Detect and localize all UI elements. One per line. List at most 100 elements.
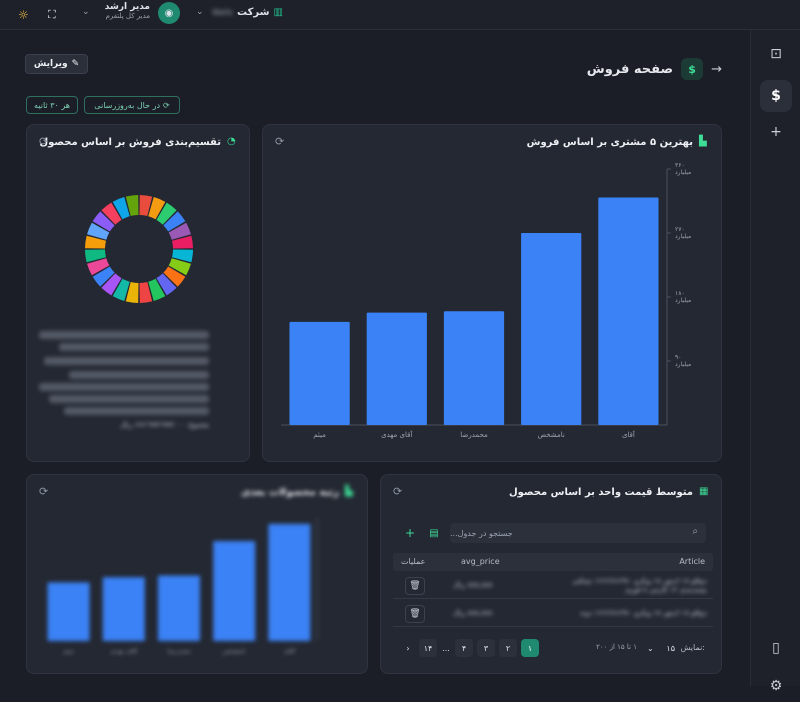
edit-label: ویرایش — [33, 59, 68, 69]
donut-slice[interactable] — [148, 197, 166, 220]
bar[interactable] — [366, 312, 427, 425]
donut-slice[interactable] — [148, 278, 166, 301]
company-chevron[interactable]: ⌄ — [196, 7, 204, 17]
donut-slice[interactable] — [112, 278, 130, 301]
card-title: بهترین ۵ مشتری بر اساس فروش — [526, 137, 693, 148]
edit-button[interactable]: ویرایش ✎ — [25, 54, 88, 74]
legend-item — [59, 343, 209, 351]
refresh-interval-pill[interactable]: هر ۳۰ ثانیه — [26, 96, 78, 114]
rail-docs-button[interactable]: ▯ — [760, 632, 792, 664]
rail-add-button[interactable]: + — [760, 116, 792, 148]
robot-icon: ⊡ — [770, 46, 782, 62]
donut-slice[interactable] — [139, 281, 153, 303]
chevron-down-icon: ⌄ — [647, 643, 654, 653]
page-1-button[interactable]: ۱ — [521, 639, 539, 657]
bar-chart-icon: ▙ — [699, 136, 707, 147]
user-role: مدیر کل پلتفرم — [105, 12, 150, 20]
bar[interactable] — [598, 197, 659, 425]
refresh-icon[interactable]: ⟳ — [39, 135, 49, 148]
bar[interactable] — [102, 577, 145, 641]
search-icon: ⌕ — [692, 526, 698, 537]
rail-settings-button[interactable]: ⚙ — [760, 670, 792, 702]
x-tick-label: محمدرضا — [460, 431, 488, 439]
legend-item — [69, 371, 209, 379]
rail-bot-button[interactable]: ⊡ — [760, 38, 792, 70]
donut-slice[interactable] — [168, 222, 191, 240]
avatar[interactable]: ◉ — [158, 2, 180, 24]
donut-slice[interactable] — [156, 273, 177, 296]
live-status-pill[interactable]: ⟳ در حال به‌روزرسانی — [84, 96, 180, 114]
bar[interactable] — [443, 311, 505, 425]
donut-slice[interactable] — [163, 266, 186, 287]
next-page-button[interactable]: › — [399, 639, 417, 657]
donut-slice[interactable] — [112, 197, 130, 220]
page-size-select[interactable]: ⌄ ۱۵ — [647, 639, 675, 657]
donut-slice[interactable] — [87, 258, 110, 276]
cell-avg-price: ۸۸۸,۸۸۸ ریال — [453, 581, 493, 589]
side-rail: ⊡ $ + ▯ ⚙ — [750, 30, 800, 694]
page-4-button[interactable]: ۴ — [455, 639, 473, 657]
theme-toggle-button[interactable]: ☼ — [18, 8, 29, 22]
refresh-icon[interactable]: ⟳ — [39, 485, 49, 498]
table-search-input[interactable]: جستجو در جدول... ⌕ — [450, 523, 706, 543]
company-selector[interactable]: ▥ شرکت Wells — [212, 7, 283, 18]
bar[interactable] — [158, 575, 200, 641]
trash-icon: 🗑 — [409, 581, 421, 591]
page-number: ... — [442, 643, 450, 653]
donut-legend: مجموع ۶۶۶٬۹۹۹٬۹۹۹٬۰۰۰ ریال — [39, 325, 239, 435]
donut-slice[interactable] — [92, 266, 115, 287]
dollar-icon: $ — [771, 88, 781, 104]
page-2-button[interactable]: ۲ — [499, 639, 517, 657]
bar[interactable] — [289, 321, 350, 425]
delete-row-button[interactable]: 🗑 — [405, 605, 425, 623]
x-tick-label: آقای — [284, 646, 295, 655]
col-actions: عملیات — [401, 557, 426, 566]
refresh-icon[interactable]: ⟳ — [275, 135, 285, 148]
col-article[interactable]: Article — [679, 557, 705, 566]
donut-slice[interactable] — [156, 202, 177, 225]
card-title: تقسیم‌بندی فروش بر اساس محصول — [39, 137, 221, 148]
add-row-button[interactable]: + — [404, 526, 416, 540]
book-icon: ▯ — [772, 640, 780, 656]
user-info[interactable]: مدیر ارشد مدیر کل پلتفرم — [96, 2, 150, 20]
donut-slice[interactable] — [171, 249, 193, 263]
donut-slice[interactable] — [171, 235, 193, 249]
fullscreen-button[interactable]: ⛶ — [48, 8, 56, 22]
donut-slice[interactable] — [168, 258, 191, 276]
bar[interactable] — [268, 523, 311, 641]
page-3-button[interactable]: ۳ — [477, 639, 495, 657]
export-excel-button[interactable]: ▤ — [429, 527, 439, 539]
donut-slice[interactable] — [101, 273, 122, 296]
x-tick-label: نامشخص — [538, 431, 565, 439]
bar[interactable] — [213, 541, 256, 641]
legend-item — [64, 407, 209, 415]
sun-icon: ☼ — [18, 8, 29, 22]
user-menu-chevron[interactable]: ⌄ — [82, 7, 90, 17]
bar[interactable] — [521, 233, 582, 425]
rail-sales-button[interactable]: $ — [760, 80, 792, 112]
donut-slice[interactable] — [101, 202, 122, 225]
card-title: رتبه محصولات بعدی — [241, 487, 339, 498]
page-icon: $ — [681, 58, 704, 80]
bar[interactable] — [47, 582, 90, 641]
delete-row-button[interactable]: 🗑 — [405, 577, 425, 595]
donut-slice[interactable] — [163, 211, 186, 232]
donut-slice[interactable] — [139, 195, 153, 217]
donut-slice[interactable] — [92, 211, 115, 232]
page-last-button[interactable]: ۱۴ — [419, 639, 437, 657]
donut-slice[interactable] — [85, 235, 107, 249]
company-label: شرکت — [236, 7, 270, 18]
back-arrow-icon[interactable]: → — [711, 61, 722, 77]
top-customers-card: ▙ بهترین ۵ مشتری بر اساس فروش ⟳ ۹۰ میلیار… — [262, 124, 722, 462]
donut-slice[interactable] — [87, 222, 110, 240]
col-avg-price[interactable]: avg_price — [461, 557, 500, 566]
refresh-icon[interactable]: ⟳ — [393, 485, 403, 498]
pencil-icon: ✎ — [71, 59, 80, 69]
donut-slice[interactable] — [125, 281, 139, 303]
legend-item — [39, 383, 209, 391]
donut-slice[interactable] — [85, 249, 107, 263]
y-tick-label: ۱۸۰ میلیارد — [675, 290, 691, 304]
page-ellipsis: ... — [439, 639, 453, 657]
x-tick-label: آقای — [622, 430, 636, 439]
donut-slice[interactable] — [125, 195, 139, 217]
